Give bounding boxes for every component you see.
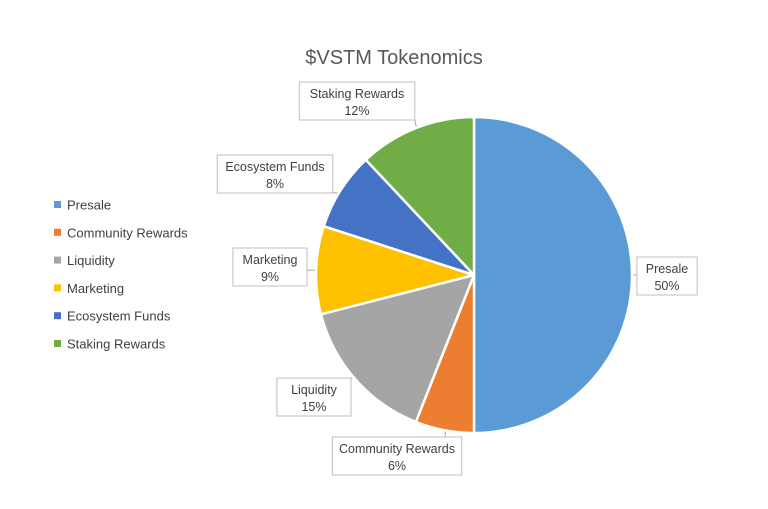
data-callouts: Presale 50% Community Rewards 6% Liquidity 15… xyxy=(216,81,698,476)
callout-value-staking-rewards: 12% xyxy=(344,104,369,118)
pie-slice-presale xyxy=(472,115,634,435)
callout-box-community-rewards xyxy=(331,436,463,476)
callout-name-liquidity: Liquidity xyxy=(291,383,338,397)
legend-label-liquidity: Liquidity xyxy=(67,253,115,268)
legend-label-marketing: Marketing xyxy=(67,281,124,296)
callout-box-liquidity xyxy=(276,377,352,417)
legend-label-staking-rewards: Staking Rewards xyxy=(67,337,166,352)
callout-name-staking-rewards: Staking Rewards xyxy=(310,87,405,101)
callout-value-community-rewards: 6% xyxy=(388,459,406,473)
callout-box-presale xyxy=(636,256,698,296)
legend-label-ecosystem-funds: Ecosystem Funds xyxy=(67,309,171,324)
legend-swatch-ecosystem-funds xyxy=(54,312,61,320)
pie-slice-staking-rewards xyxy=(364,115,476,277)
callout-name-marketing: Marketing xyxy=(243,253,298,267)
legend-swatch-marketing xyxy=(54,284,61,292)
chart-title: $VSTM Tokenomics xyxy=(305,47,482,69)
callout-name-presale: Presale xyxy=(646,262,688,276)
callout-value-marketing: 9% xyxy=(261,270,279,284)
pie-slices xyxy=(314,115,634,435)
pie-slice-marketing xyxy=(314,224,476,316)
legend-label-presale: Presale xyxy=(67,198,111,213)
callout-value-ecosystem-funds: 8% xyxy=(266,177,284,191)
callout-box-marketing xyxy=(232,247,308,287)
callout-box-staking-rewards xyxy=(298,81,416,121)
legend-swatch-liquidity xyxy=(54,256,61,264)
legend-swatch-community-rewards xyxy=(54,228,61,236)
legend-label-community-rewards: Community Rewards xyxy=(67,225,188,240)
legend-swatch-presale xyxy=(54,201,61,208)
legend-swatch-staking-rewards xyxy=(54,340,61,347)
legend: Presale Community Rewards Liquidity Marketi… xyxy=(54,198,188,352)
callout-value-presale: 50% xyxy=(654,279,679,293)
pie-slice-liquidity xyxy=(319,273,476,424)
callout-name-community-rewards: Community Rewards xyxy=(339,442,455,456)
callout-name-ecosystem-funds: Ecosystem Funds xyxy=(225,160,324,174)
callout-value-liquidity: 15% xyxy=(301,400,326,414)
callout-box-ecosystem-funds xyxy=(216,154,334,194)
